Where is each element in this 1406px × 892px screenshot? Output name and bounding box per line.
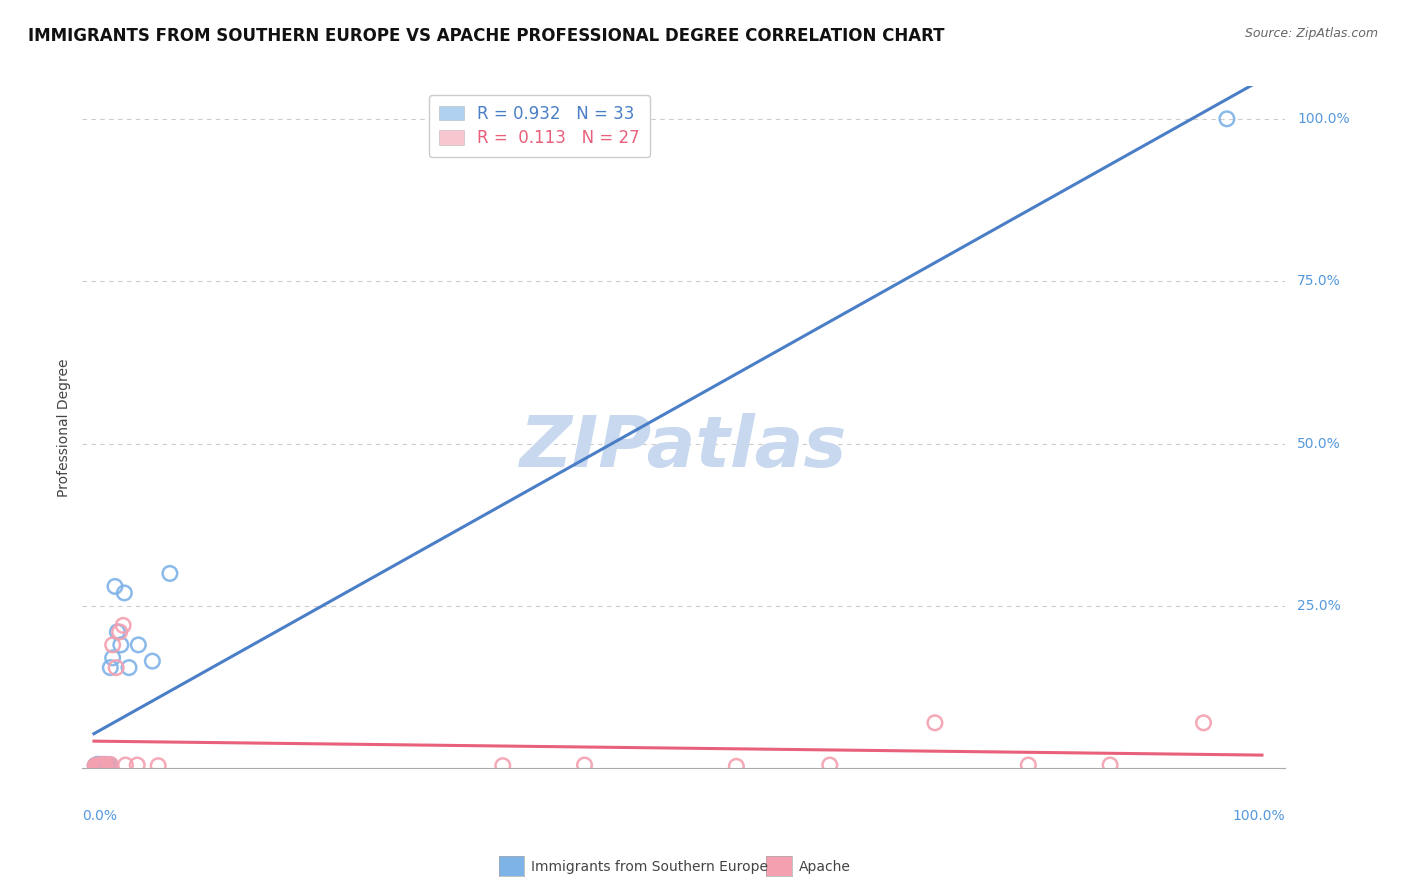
Point	[101, 638, 124, 652]
Text: Immigrants from Southern Europe: Immigrants from Southern Europe	[531, 860, 769, 874]
Point	[98, 758, 121, 772]
Point	[93, 757, 115, 772]
Text: 50.0%: 50.0%	[1298, 436, 1341, 450]
Point	[91, 758, 114, 772]
Point	[91, 759, 114, 773]
Point	[141, 654, 163, 668]
Text: Source: ZipAtlas.com: Source: ZipAtlas.com	[1244, 27, 1378, 40]
Point	[97, 758, 120, 772]
Point	[105, 660, 128, 674]
Point	[112, 586, 135, 600]
Point	[108, 624, 131, 639]
Point	[90, 758, 112, 772]
Text: ZIPatlas: ZIPatlas	[520, 413, 848, 483]
Point	[725, 759, 748, 773]
Point	[98, 660, 121, 674]
Point	[86, 757, 108, 772]
Point	[84, 759, 107, 773]
Point	[93, 758, 115, 772]
Point	[89, 759, 111, 773]
Text: 100.0%: 100.0%	[1298, 112, 1350, 126]
Legend: R = 0.932   N = 33, R =  0.113   N = 27: R = 0.932 N = 33, R = 0.113 N = 27	[429, 95, 650, 157]
Point	[91, 758, 114, 772]
Point	[96, 758, 118, 772]
Point	[1099, 758, 1122, 772]
Point	[91, 758, 114, 772]
Point	[94, 758, 117, 772]
Point	[89, 757, 111, 772]
Text: IMMIGRANTS FROM SOUTHERN EUROPE VS APACHE PROFESSIONAL DEGREE CORRELATION CHART: IMMIGRANTS FROM SOUTHERN EUROPE VS APACH…	[28, 27, 945, 45]
Point	[112, 618, 135, 632]
Point	[110, 638, 132, 652]
Point	[101, 651, 124, 665]
Point	[1216, 112, 1239, 126]
Y-axis label: Professional Degree: Professional Degree	[58, 358, 72, 497]
Point	[1192, 715, 1215, 730]
Point	[90, 758, 112, 772]
Point	[105, 624, 128, 639]
Point	[127, 638, 149, 652]
Point	[84, 759, 107, 773]
Point	[104, 579, 127, 593]
Point	[87, 758, 110, 772]
Point	[84, 758, 107, 772]
Point	[118, 660, 141, 674]
Point	[90, 759, 112, 773]
Point	[94, 758, 117, 772]
Point	[818, 758, 841, 772]
Point	[86, 758, 108, 772]
Point	[492, 758, 515, 772]
Point	[924, 715, 946, 730]
Point	[84, 758, 107, 772]
Point	[91, 758, 114, 772]
Text: 75.0%: 75.0%	[1298, 274, 1341, 288]
Point	[93, 759, 115, 773]
Point	[86, 758, 108, 772]
Point	[1017, 758, 1039, 772]
Text: 100.0%: 100.0%	[1233, 809, 1285, 823]
Point	[574, 758, 596, 772]
Point	[97, 758, 120, 772]
Text: 0.0%: 0.0%	[83, 809, 117, 823]
Text: Apache: Apache	[799, 860, 851, 874]
Point	[84, 758, 107, 772]
Point	[94, 758, 117, 772]
Point	[127, 758, 149, 772]
Point	[148, 758, 170, 772]
Text: 25.0%: 25.0%	[1298, 599, 1341, 613]
Point	[159, 566, 181, 581]
Point	[114, 758, 136, 772]
Point	[87, 758, 110, 772]
Point	[87, 759, 110, 773]
Point	[98, 757, 121, 772]
Point	[91, 757, 114, 772]
Point	[89, 758, 111, 772]
